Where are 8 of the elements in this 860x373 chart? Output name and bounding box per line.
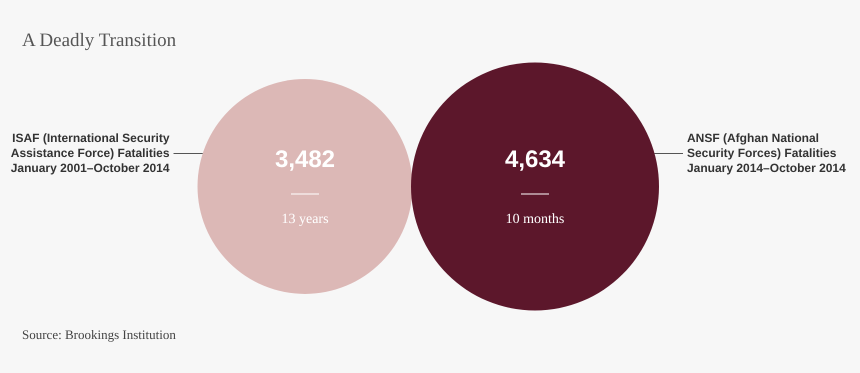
text: A Deadly Transition	[22, 30, 176, 52]
category-label: ISAF (International Security Assistance Force) Fatalities January 2001–October 2014	[10, 130, 170, 176]
data-label: 4,634	[504, 146, 566, 174]
data-label: 3,482	[274, 146, 336, 174]
category-label: ANSF (Afghan National Security Forces) Fatalities January 2014–October 2014	[687, 130, 847, 176]
source-note: Source: Brookings Institution	[22, 327, 176, 343]
text: 13 years	[281, 212, 329, 228]
text: 10 months	[506, 212, 564, 228]
